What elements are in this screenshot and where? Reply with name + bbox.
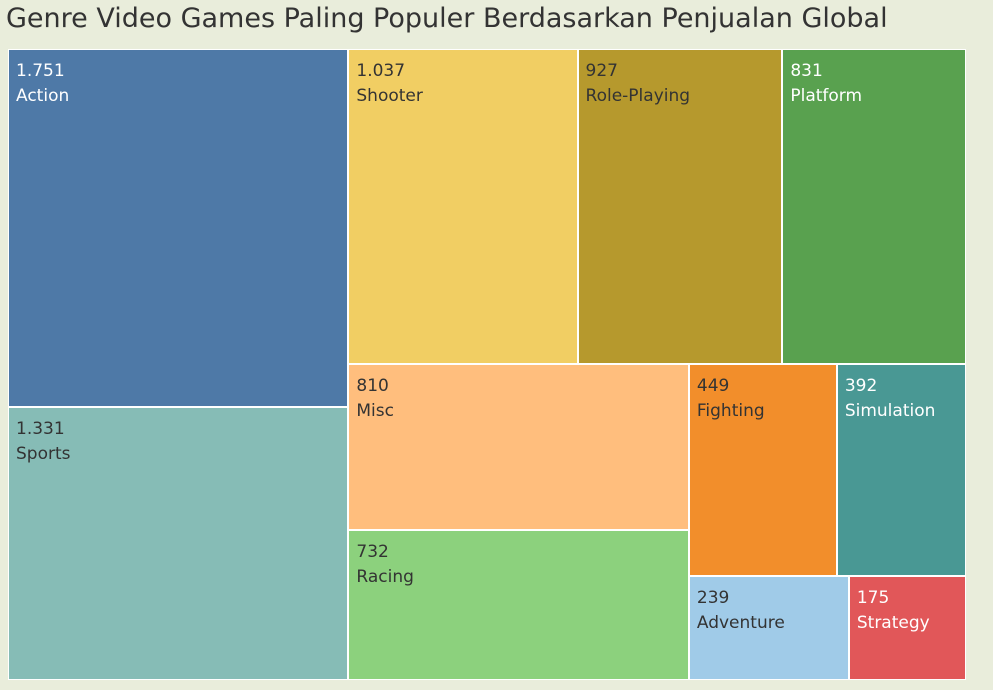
tile-label-sports: Sports [16,444,71,465]
tile-value-adventure: 239 [696,587,730,608]
tile-racing[interactable]: 732 Racing [348,530,689,680]
tile-value-shooter: 1.037 [356,61,406,81]
tile-label-shooter: Shooter [356,86,423,106]
treemap: 1.751 Action 1.331 Sports 1.037 Shooter 927 Rol… [8,49,966,680]
tile-value-action: 1.751 [16,61,65,81]
tile-shooter[interactable]: 1.037 Shooter [348,49,578,365]
tile-adventure[interactable]: 239 Adventure [688,575,849,680]
tile-label-adventure: Adventure [696,612,785,633]
tile-value-platform: 831 [790,61,823,81]
tile-strategy[interactable]: 175 Strategy [848,575,966,680]
tile-misc[interactable]: 810 Misc [348,364,689,531]
tile-label-simulation: Simulation [844,401,936,422]
tile-value-racing: 732 [356,542,389,563]
tile-value-fighting: 449 [696,376,730,397]
tile-sports[interactable]: 1.331 Sports [8,407,349,680]
tile-simulation[interactable]: 392 Simulation [836,364,966,576]
tile-label-action: Action [16,86,70,106]
tile-label-misc: Misc [356,401,394,422]
tile-value-role-playing: 927 [585,61,618,81]
tile-value-misc: 810 [356,376,389,397]
tile-action[interactable]: 1.751 Action [8,49,349,408]
tile-label-strategy: Strategy [856,612,930,633]
tile-role-playing[interactable]: 927 Role-Playing [577,49,783,365]
tile-label-role-playing: Role-Playing [585,86,691,106]
chart-title: Genre Video Games Paling Populer Berdasa… [6,3,888,34]
tile-value-simulation: 392 [844,376,878,397]
tile-value-sports: 1.331 [16,419,65,440]
tile-label-platform: Platform [790,86,863,106]
tile-fighting[interactable]: 449 Fighting [688,364,837,576]
tile-value-strategy: 175 [856,587,890,608]
tile-platform[interactable]: 831 Platform [782,49,966,365]
tile-label-fighting: Fighting [696,401,765,422]
tile-label-racing: Racing [356,567,414,588]
